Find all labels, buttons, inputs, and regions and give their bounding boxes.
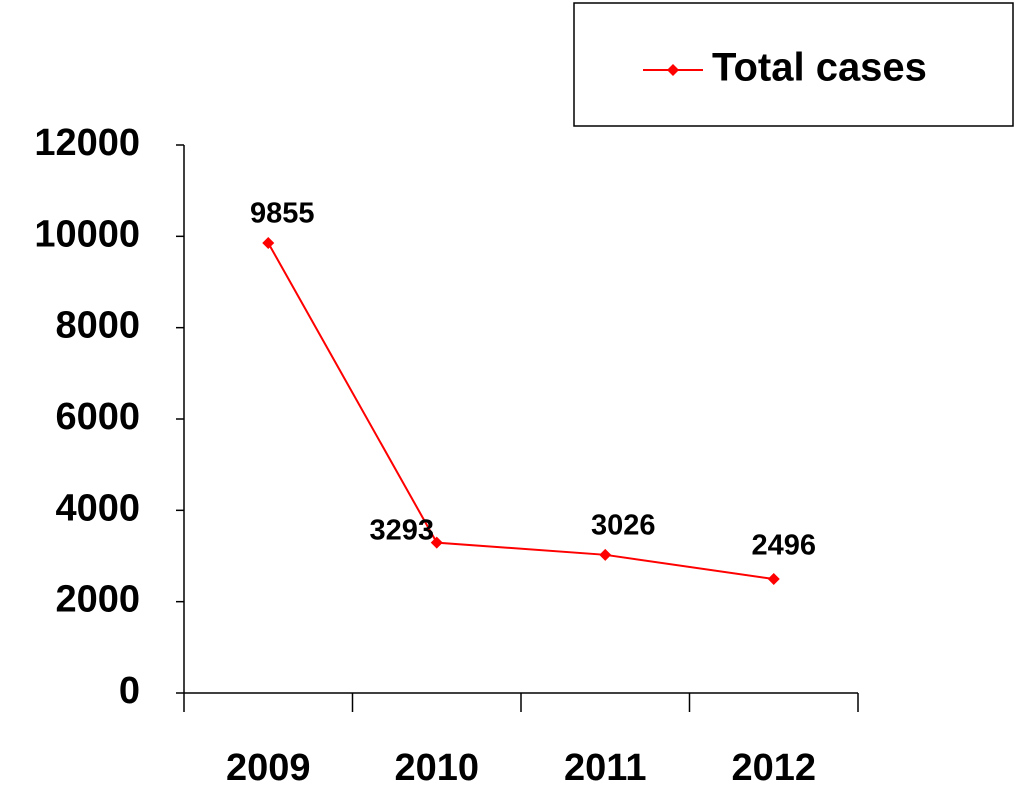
x-tick-label: 2011 xyxy=(564,747,646,789)
legend-box xyxy=(573,2,1014,127)
y-tick-label: 4000 xyxy=(55,487,140,529)
y-tick-label: 10000 xyxy=(34,213,140,255)
point xyxy=(430,536,443,549)
point xyxy=(599,548,612,561)
series-line xyxy=(267,242,774,581)
data-label: 2496 xyxy=(751,530,816,562)
y-tick-label: 8000 xyxy=(55,305,140,347)
y-tick-label: 0 xyxy=(119,670,140,712)
x-tick-label: 2010 xyxy=(394,747,479,789)
point xyxy=(262,236,275,249)
x-tick-label: 2012 xyxy=(731,747,816,789)
x-tick-label: 2009 xyxy=(226,747,311,789)
y-tick-label: 6000 xyxy=(55,396,140,438)
data-label: 3026 xyxy=(591,509,656,541)
data-label: 9855 xyxy=(250,198,315,230)
y-tick-label: 12000 xyxy=(34,122,140,164)
y-tick-label: 2000 xyxy=(55,579,140,621)
data-label: 3293 xyxy=(369,514,434,546)
legend-label: Total cases xyxy=(712,46,927,90)
point xyxy=(767,573,780,586)
legend-marker xyxy=(667,64,679,76)
